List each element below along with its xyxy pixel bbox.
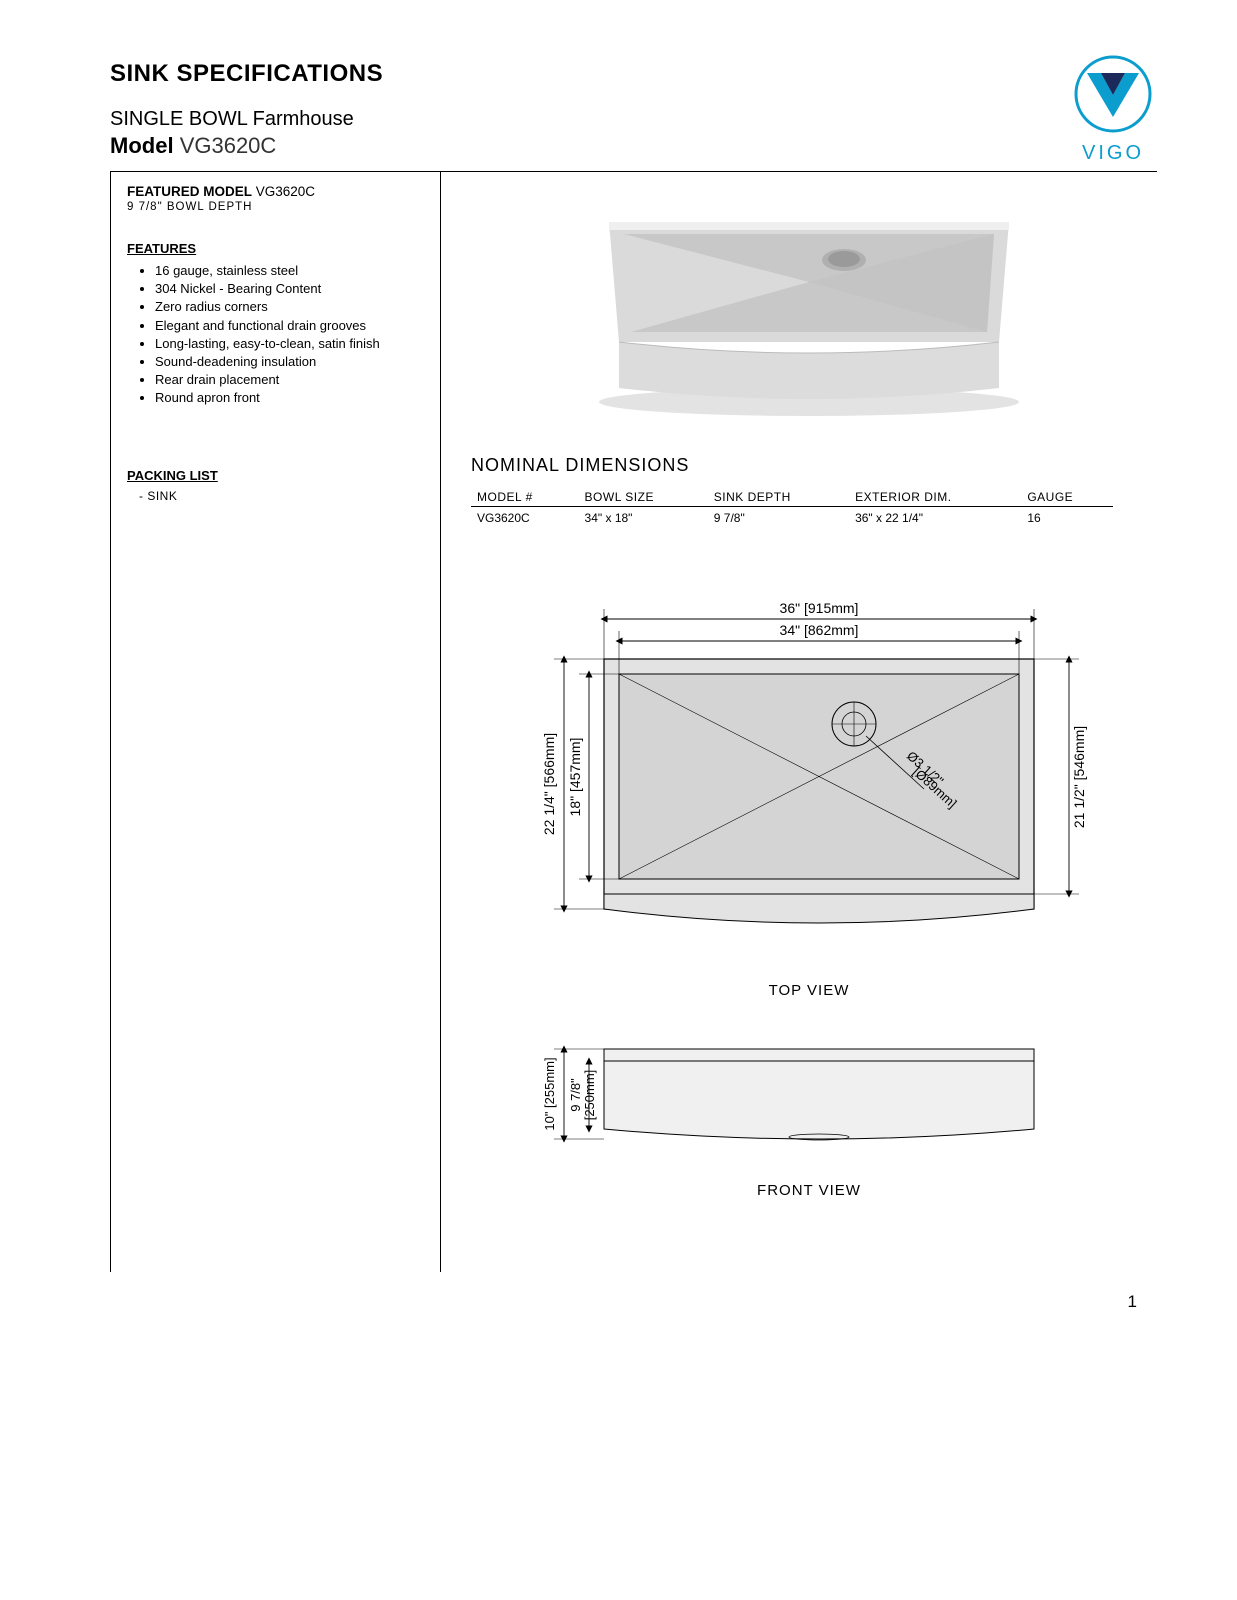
dim-front-inner-h-b: [250mm] <box>582 1070 597 1121</box>
dim-right-height: 21 1/2" [546mm] <box>1071 726 1087 828</box>
model-value: VG3620C <box>180 133 277 158</box>
table-cell: VG3620C <box>471 507 579 530</box>
table-header-cell: MODEL # <box>471 488 579 507</box>
dim-outer-height: 22 1/4" [566mm] <box>541 733 557 835</box>
featured-value: VG3620C <box>256 184 315 199</box>
features-list: 16 gauge, stainless steel304 Nickel - Be… <box>127 262 422 408</box>
front-view-svg: 10" [255mm] 9 7/8" [250mm] <box>514 1029 1104 1169</box>
brand-name: VIGO <box>1069 142 1157 165</box>
front-view-drawing: 10" [255mm] 9 7/8" [250mm] FRONT VIEW <box>471 1029 1147 1199</box>
product-photo <box>471 192 1147 427</box>
feature-item: 304 Nickel - Bearing Content <box>155 280 422 298</box>
vigo-logo-icon <box>1069 55 1157 133</box>
feature-item: Zero radius corners <box>155 298 422 316</box>
table-header-cell: SINK DEPTH <box>708 488 849 507</box>
feature-item: Rear drain placement <box>155 371 422 389</box>
page-title: SINK SPECIFICATIONS <box>110 60 383 88</box>
top-view-drawing: 36" [915mm] 34" [862mm] 22 1/4" [566mm] … <box>471 579 1147 999</box>
model-line: Model VG3620C <box>110 133 383 159</box>
packing-heading: PACKING LIST <box>127 468 422 483</box>
feature-item: Elegant and functional drain grooves <box>155 317 422 335</box>
dim-front-inner-h-a: 9 7/8" <box>568 1078 583 1112</box>
feature-item: Long-lasting, easy-to-clean, satin finis… <box>155 335 422 353</box>
table-cell: 9 7/8" <box>708 507 849 530</box>
features-heading: FEATURES <box>127 241 422 256</box>
brand-logo: VIGO <box>1069 55 1157 165</box>
feature-item: Round apron front <box>155 389 422 407</box>
featured-label: FEATURED MODEL <box>127 184 252 199</box>
dim-inner-width: 34" [862mm] <box>780 622 859 638</box>
dim-inner-height: 18" [457mm] <box>567 738 583 817</box>
columns: FEATURED MODEL VG3620C 9 7/8" BOWL DEPTH… <box>110 172 1157 1272</box>
table-cell: 36" x 22 1/4" <box>849 507 1021 530</box>
header-text: SINK SPECIFICATIONS SINGLE BOWL Farmhous… <box>110 60 383 159</box>
table-cell: 16 <box>1021 507 1113 530</box>
table-header-cell: BOWL SIZE <box>579 488 708 507</box>
table-cell: 34" x 18" <box>579 507 708 530</box>
product-subtype: SINGLE BOWL Farmhouse <box>110 108 383 131</box>
packing-list: SINK <box>127 489 422 503</box>
featured-model-line: FEATURED MODEL VG3620C <box>127 184 422 199</box>
front-view-label: FRONT VIEW <box>471 1182 1147 1199</box>
page: SINK SPECIFICATIONS SINGLE BOWL Farmhous… <box>0 0 1237 1342</box>
nominal-dimensions-heading: NOMINAL DIMENSIONS <box>471 455 1147 476</box>
model-label: Model <box>110 133 174 158</box>
table-header-cell: GAUGE <box>1021 488 1113 507</box>
top-view-label: TOP VIEW <box>471 982 1147 999</box>
table-header-cell: EXTERIOR DIM. <box>849 488 1021 507</box>
packing-item: SINK <box>139 489 422 503</box>
bowl-depth-line: 9 7/8" BOWL DEPTH <box>127 201 422 213</box>
sink-photo-illustration <box>579 192 1039 422</box>
top-view-svg: 36" [915mm] 34" [862mm] 22 1/4" [566mm] … <box>514 579 1104 969</box>
feature-item: Sound-deadening insulation <box>155 353 422 371</box>
feature-item: 16 gauge, stainless steel <box>155 262 422 280</box>
table-header-row: MODEL #BOWL SIZESINK DEPTHEXTERIOR DIM.G… <box>471 488 1113 507</box>
left-column: FEATURED MODEL VG3620C 9 7/8" BOWL DEPTH… <box>111 172 441 1272</box>
header-row: SINK SPECIFICATIONS SINGLE BOWL Farmhous… <box>110 60 1157 165</box>
dimensions-table: MODEL #BOWL SIZESINK DEPTHEXTERIOR DIM.G… <box>471 488 1113 529</box>
dim-front-outer-h: 10" [255mm] <box>542 1057 557 1130</box>
table-row: VG3620C34" x 18"9 7/8"36" x 22 1/4"16 <box>471 507 1113 530</box>
page-number: 1 <box>110 1292 1157 1312</box>
dim-outer-width: 36" [915mm] <box>780 600 859 616</box>
right-column: NOMINAL DIMENSIONS MODEL #BOWL SIZESINK … <box>441 172 1157 1272</box>
